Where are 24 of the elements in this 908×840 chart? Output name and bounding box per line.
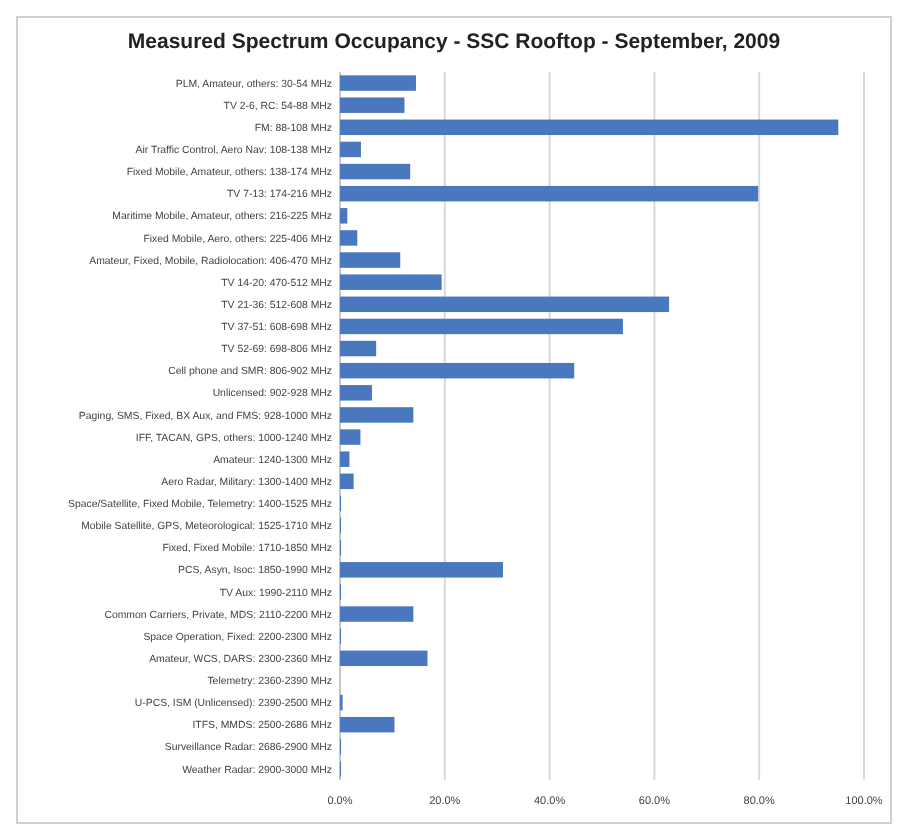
bar <box>340 716 395 733</box>
bar <box>340 318 623 335</box>
bar <box>340 451 350 467</box>
bar <box>340 185 759 202</box>
bar <box>340 407 414 423</box>
bar <box>340 274 442 290</box>
chart-title: Measured Spectrum Occupancy - SSC Rooftop - September, 2009 <box>127 30 781 54</box>
bar <box>340 429 361 445</box>
bar <box>340 340 377 357</box>
bar <box>340 208 348 224</box>
bar <box>340 141 361 158</box>
bar <box>340 562 503 578</box>
bar <box>340 650 428 667</box>
bar <box>340 163 411 180</box>
bar <box>340 97 405 113</box>
bar <box>340 230 358 246</box>
bar <box>340 606 414 622</box>
bar <box>340 119 839 136</box>
bar <box>340 473 354 490</box>
bar <box>340 252 401 268</box>
bar <box>340 296 670 313</box>
bar <box>340 385 372 401</box>
bar <box>340 362 575 379</box>
bar <box>340 75 416 91</box>
